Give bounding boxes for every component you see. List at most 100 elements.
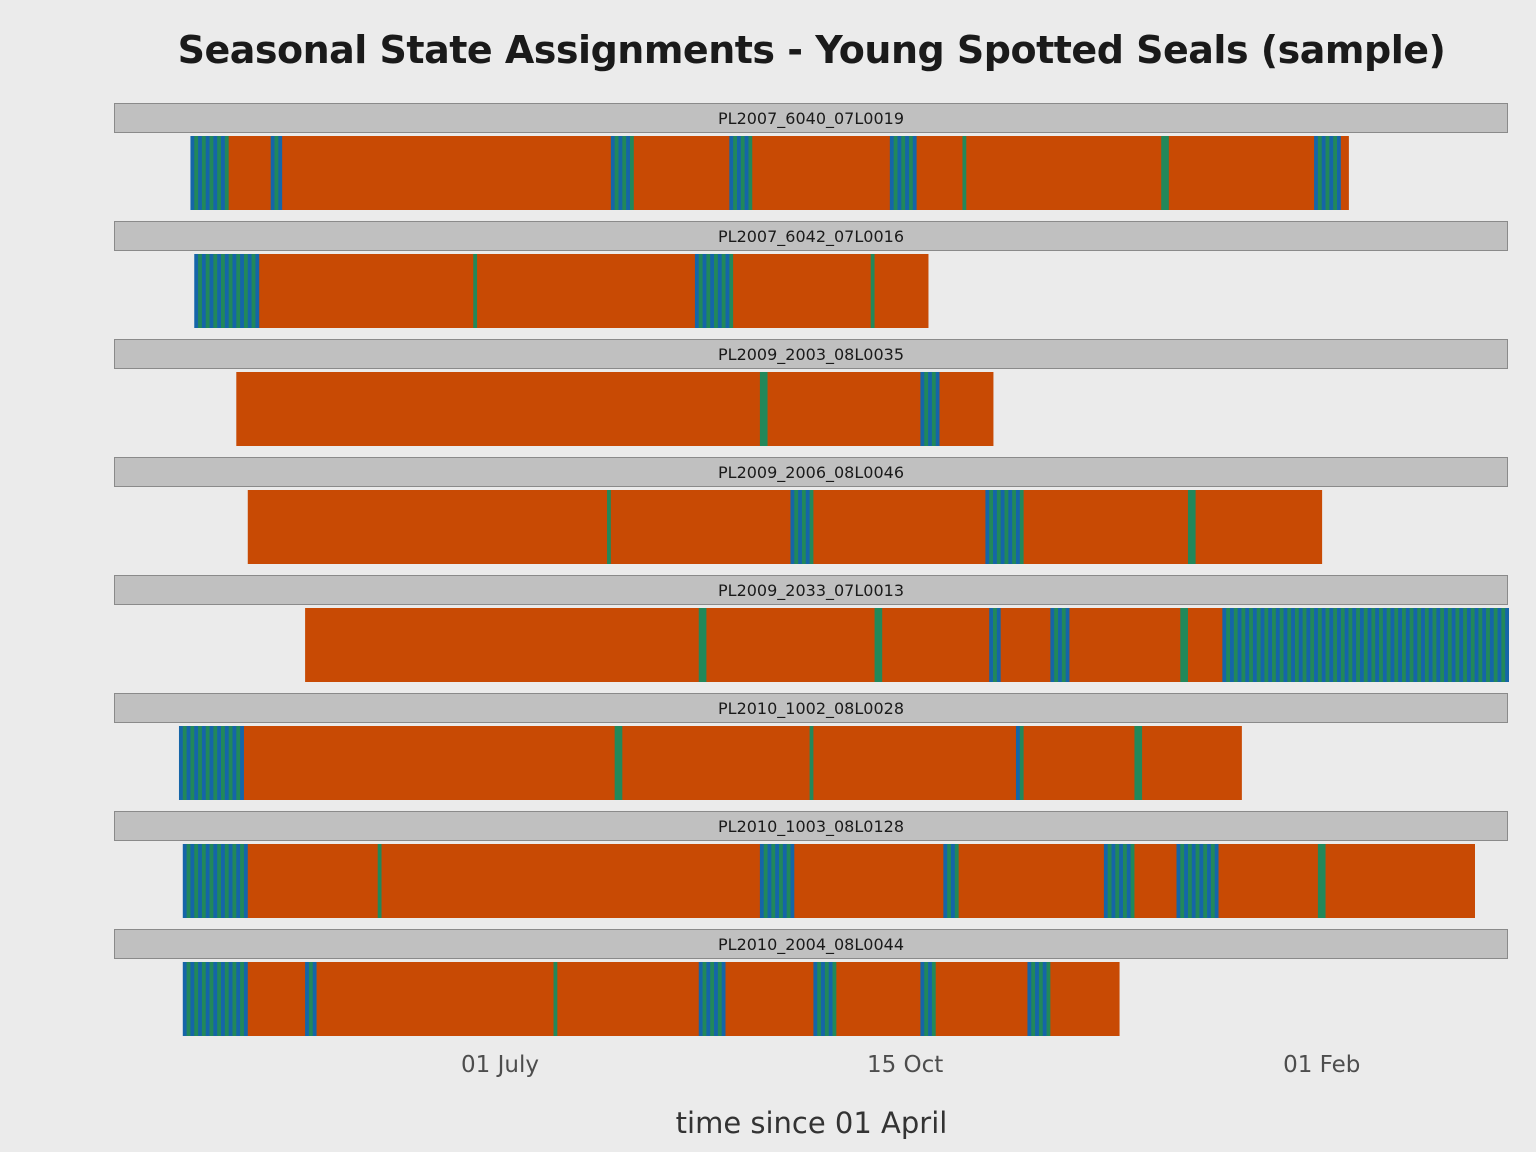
state-segment-alternating bbox=[1329, 136, 1334, 210]
state-segment-alternating bbox=[228, 726, 233, 800]
state-segment-alternating bbox=[1394, 608, 1399, 682]
state-segment-alternating bbox=[1455, 608, 1460, 682]
state-segment-alternating bbox=[1111, 844, 1116, 918]
state-segment-alternating bbox=[182, 844, 188, 918]
state-segment-alternating bbox=[1054, 608, 1059, 682]
state-segment-alternating bbox=[1203, 844, 1208, 918]
state-segment-alternating bbox=[1031, 962, 1036, 1036]
state-segment-alternating bbox=[920, 372, 925, 446]
state-segment-alternating bbox=[924, 372, 929, 446]
state-segment-alternating bbox=[1119, 844, 1124, 918]
state-segment-alternating bbox=[912, 136, 917, 210]
state-segment-orange bbox=[247, 490, 608, 564]
state-segment-alternating bbox=[993, 608, 998, 682]
state-segment-alternating bbox=[1042, 962, 1047, 1036]
state-segment-alternating bbox=[1428, 608, 1433, 682]
state-segment-alternating bbox=[209, 844, 214, 918]
state-segment-green bbox=[1317, 844, 1326, 918]
state-segment-alternating bbox=[824, 962, 830, 1036]
state-segment-alternating bbox=[725, 254, 730, 328]
state-segment-alternating bbox=[1260, 608, 1265, 682]
state-segment-alternating bbox=[1421, 608, 1426, 682]
state-segment-alternating bbox=[748, 136, 753, 210]
state-segment-alternating bbox=[198, 962, 203, 1036]
state-segment-alternating bbox=[954, 844, 960, 918]
state-segment-alternating bbox=[209, 726, 214, 800]
state-segment-alternating bbox=[224, 136, 230, 210]
state-segment-orange bbox=[228, 136, 272, 210]
state-segment-alternating bbox=[1000, 490, 1005, 564]
state-segment-alternating bbox=[270, 136, 275, 210]
state-segment-alternating bbox=[1451, 608, 1456, 682]
state-segment-alternating bbox=[1321, 608, 1326, 682]
state-segment-alternating bbox=[710, 254, 715, 328]
state-segment-orange bbox=[1134, 844, 1177, 918]
state-segment-alternating bbox=[1252, 608, 1258, 682]
state-segment-alternating bbox=[1333, 136, 1338, 210]
state-segment-alternating bbox=[1050, 608, 1055, 682]
x-axis-label: time since 01 April bbox=[675, 1106, 948, 1140]
state-segment-alternating bbox=[205, 962, 210, 1036]
state-segment-alternating bbox=[1325, 608, 1330, 682]
state-segment-alternating bbox=[813, 962, 818, 1036]
state-segment-alternating bbox=[714, 254, 719, 328]
state-segment-alternating bbox=[236, 726, 241, 800]
state-segment-alternating bbox=[1447, 608, 1453, 682]
state-segment-alternating bbox=[1463, 608, 1468, 682]
state-segment-alternating bbox=[1424, 608, 1430, 682]
state-segment-orange bbox=[1195, 490, 1323, 564]
state-segment-alternating bbox=[213, 962, 218, 1036]
state-segment-alternating bbox=[985, 490, 990, 564]
state-segment-alternating bbox=[1230, 608, 1235, 682]
state-segment-alternating bbox=[224, 254, 230, 328]
state-segment-alternating bbox=[240, 844, 245, 918]
state-segment-orange bbox=[794, 844, 944, 918]
state-segment-alternating bbox=[1103, 844, 1109, 918]
state-segment-alternating bbox=[694, 254, 700, 328]
state-segment-alternating bbox=[1344, 608, 1349, 682]
state-segment-alternating bbox=[893, 136, 898, 210]
state-segment-alternating bbox=[1329, 608, 1334, 682]
state-segment-alternating bbox=[1061, 608, 1067, 682]
state-track bbox=[114, 844, 1509, 918]
chart-title: Seasonal State Assignments - Young Spott… bbox=[177, 28, 1446, 72]
state-segment-alternating bbox=[721, 962, 726, 1036]
state-segment-alternating bbox=[255, 254, 260, 328]
state-segment-alternating bbox=[1386, 608, 1391, 682]
state-track bbox=[114, 372, 1509, 446]
state-segment-alternating bbox=[201, 136, 207, 210]
state-segment-alternating bbox=[247, 254, 252, 328]
state-segment-green bbox=[553, 962, 558, 1036]
state-segment-orange bbox=[752, 136, 891, 210]
state-segment-orange bbox=[477, 254, 696, 328]
facet-strip: PL2007_6042_07L0016 bbox=[114, 221, 1508, 251]
state-segment-alternating bbox=[996, 490, 1002, 564]
state-segment-alternating bbox=[1482, 608, 1487, 682]
state-segment-alternating bbox=[931, 372, 937, 446]
state-segment-alternating bbox=[1222, 608, 1227, 682]
state-segment-orange bbox=[243, 726, 616, 800]
state-segment-alternating bbox=[217, 136, 222, 210]
state-segment-alternating bbox=[1130, 844, 1135, 918]
state-segment-alternating bbox=[702, 962, 707, 1036]
state-segment-orange bbox=[1050, 962, 1120, 1036]
facet-strip: PL2010_1003_08L0128 bbox=[114, 811, 1508, 841]
state-segment-alternating bbox=[1008, 490, 1013, 564]
state-segment-alternating bbox=[1359, 608, 1365, 682]
state-segment-alternating bbox=[821, 962, 826, 1036]
state-segment-alternating bbox=[733, 136, 738, 210]
state-segment-alternating bbox=[240, 962, 245, 1036]
state-segment-alternating bbox=[1107, 844, 1112, 918]
state-segment-alternating bbox=[198, 844, 203, 918]
state-segment-alternating bbox=[759, 844, 765, 918]
state-segment-alternating bbox=[706, 254, 711, 328]
state-segment-orange bbox=[958, 844, 1105, 918]
state-segment-alternating bbox=[901, 136, 906, 210]
state-segment-alternating bbox=[1379, 608, 1384, 682]
state-segment-alternating bbox=[832, 962, 837, 1036]
state-segment-alternating bbox=[1298, 608, 1304, 682]
state-segment-alternating bbox=[1214, 844, 1219, 918]
state-segment-alternating bbox=[943, 844, 948, 918]
state-segment-alternating bbox=[1321, 136, 1326, 210]
state-segment-alternating bbox=[201, 962, 207, 1036]
